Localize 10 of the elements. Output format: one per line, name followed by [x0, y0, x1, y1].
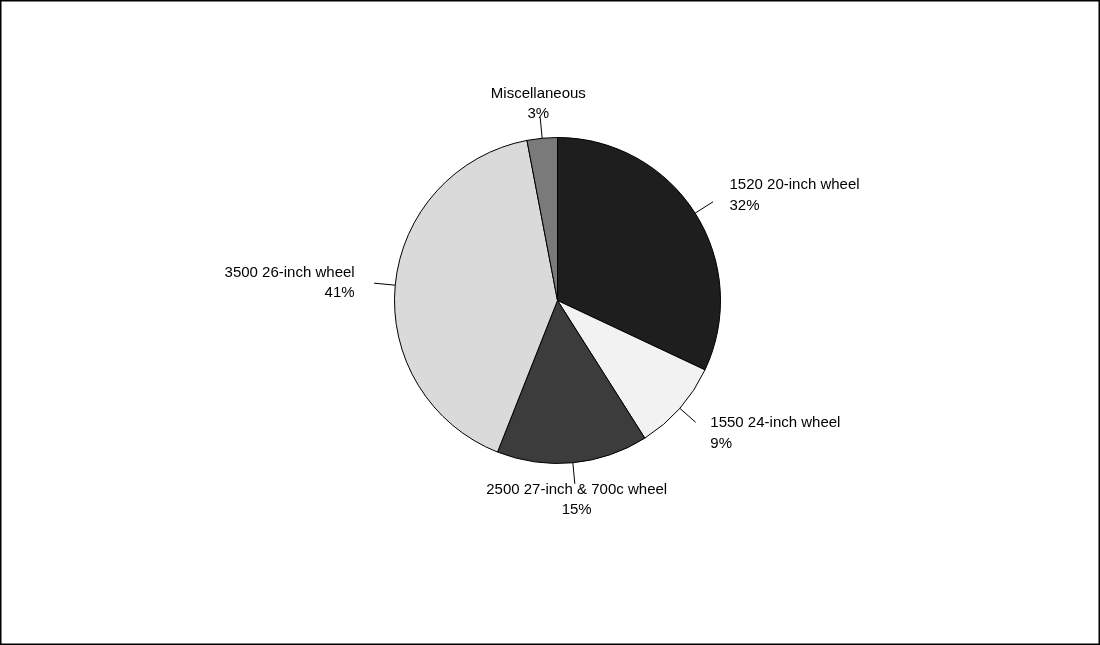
data-label: 41%	[324, 283, 355, 301]
slice-label: 1550 24-inch wheel	[710, 413, 841, 431]
data-label: 9%	[710, 433, 733, 451]
slice-label: 1520 20-inch wheel	[729, 175, 860, 193]
data-label: 3%	[527, 104, 550, 122]
data-label: 32%	[729, 195, 760, 213]
slice-label: 3500 26-inch wheel	[224, 263, 355, 281]
slice-label: 2500 27-inch & 700c wheel	[486, 479, 668, 497]
data-label: 15%	[561, 500, 592, 518]
slice-label: Miscellaneous	[490, 83, 586, 101]
